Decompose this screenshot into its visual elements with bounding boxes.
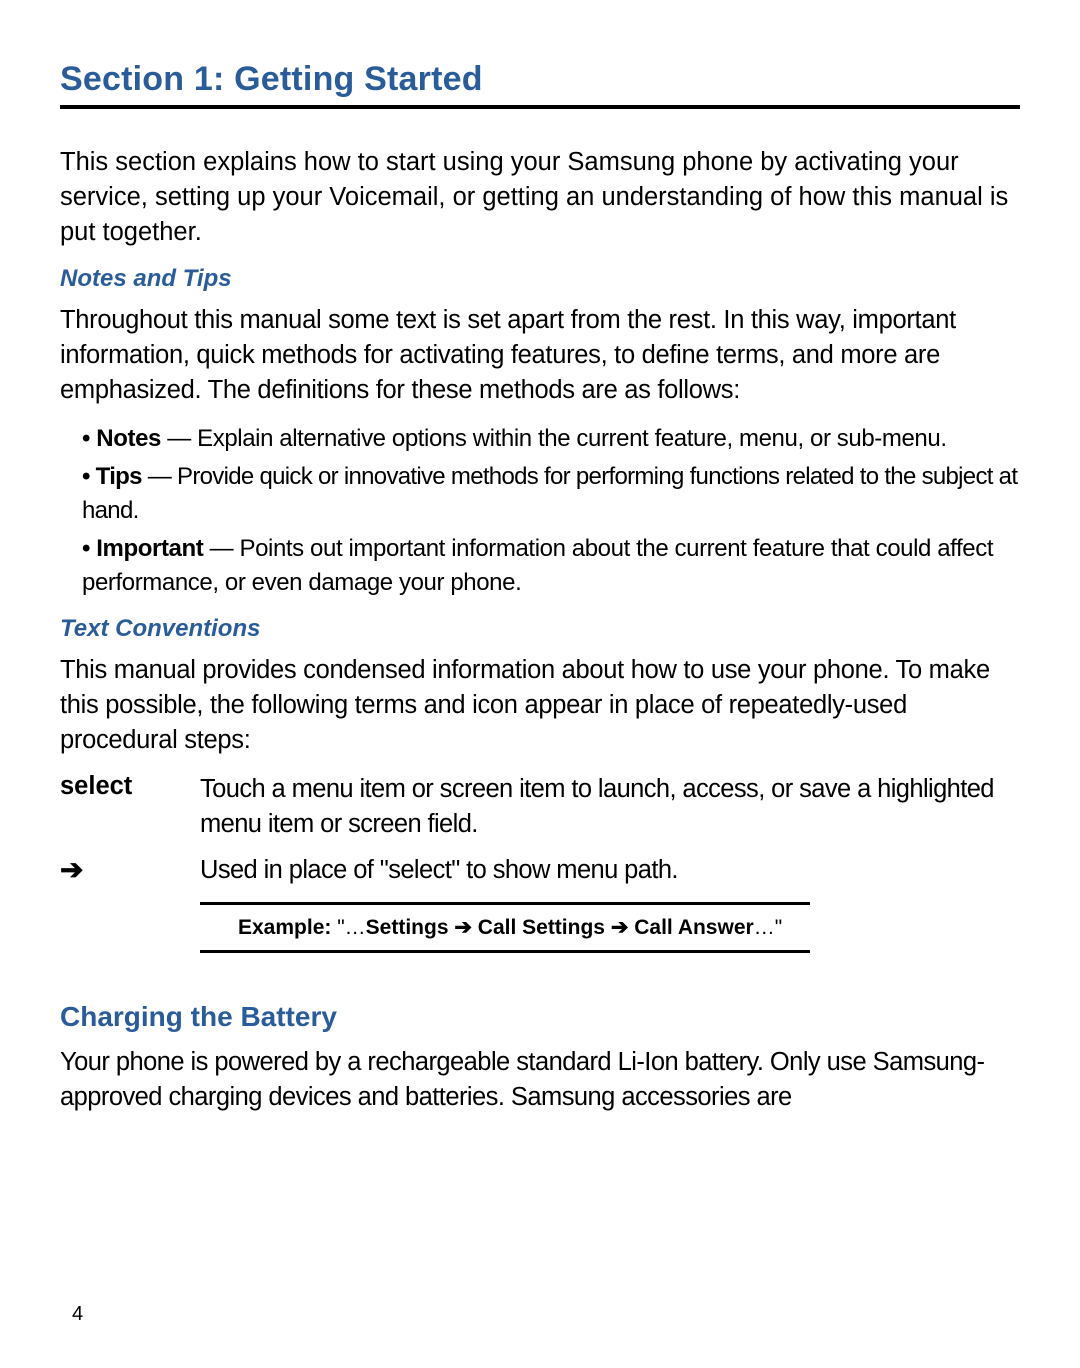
bullet-notes: • Notes — Explain alternative options wi… (82, 422, 1020, 456)
document-page: Section 1: Getting Started This section … (0, 0, 1080, 1368)
notes-tips-heading: Notes and Tips (60, 265, 1020, 293)
example-path-2: Call Settings (478, 916, 605, 939)
text-conventions-intro: This manual provides condensed informati… (60, 653, 1020, 759)
title-rule (60, 105, 1020, 109)
bullet-marker: • (82, 425, 96, 452)
notes-tips-bullets: • Notes — Explain alternative options wi… (60, 422, 1020, 600)
arrow-icon: ➔ (60, 853, 200, 888)
bullet-text: — Provide quick or innovative methods fo… (82, 463, 1017, 524)
bullet-important: • Important — Points out important infor… (82, 532, 1020, 600)
notes-tips-intro: Throughout this manual some text is set … (60, 303, 1020, 409)
bullet-term: Notes (96, 425, 161, 452)
charging-heading: Charging the Battery (60, 1001, 1020, 1033)
convention-row-arrow: ➔ Used in place of "select" to show menu… (60, 853, 1020, 888)
convention-row-select: select Touch a menu item or screen item … (60, 772, 1020, 841)
section-title: Section 1: Getting Started (60, 60, 1020, 99)
charging-paragraph: Your phone is powered by a rechargeable … (60, 1045, 1020, 1115)
example-path-3: Call Answer (634, 916, 753, 939)
intro-paragraph: This section explains how to start using… (60, 145, 1020, 251)
bullet-text: — Explain alternative options within the… (161, 425, 947, 452)
bullet-text: — Points out important information about… (82, 535, 993, 596)
example-prefix: "… (331, 916, 365, 939)
example-suffix: …" (754, 916, 782, 939)
arrow-icon: ➔ (449, 916, 478, 939)
convention-definition: Touch a menu item or screen item to laun… (200, 772, 1020, 841)
conventions-table: select Touch a menu item or screen item … (60, 772, 1020, 953)
example-box: Example: "…Settings ➔ Call Settings ➔ Ca… (200, 902, 810, 953)
example-label: Example: (238, 916, 331, 939)
bullet-tips: • Tips — Provide quick or innovative met… (82, 460, 1020, 528)
bullet-marker: • (82, 463, 96, 490)
convention-definition: Used in place of "select" to show menu p… (200, 853, 678, 888)
bullet-term: Tips (96, 463, 142, 490)
bullet-marker: • (82, 535, 96, 562)
arrow-icon: ➔ (605, 916, 634, 939)
example-text: Example: "…Settings ➔ Call Settings ➔ Ca… (200, 915, 810, 940)
page-number: 4 (72, 1303, 83, 1326)
text-conventions-heading: Text Conventions (60, 615, 1020, 643)
bullet-term: Important (96, 535, 203, 562)
example-path-1: Settings (366, 916, 449, 939)
convention-term: select (60, 772, 200, 841)
